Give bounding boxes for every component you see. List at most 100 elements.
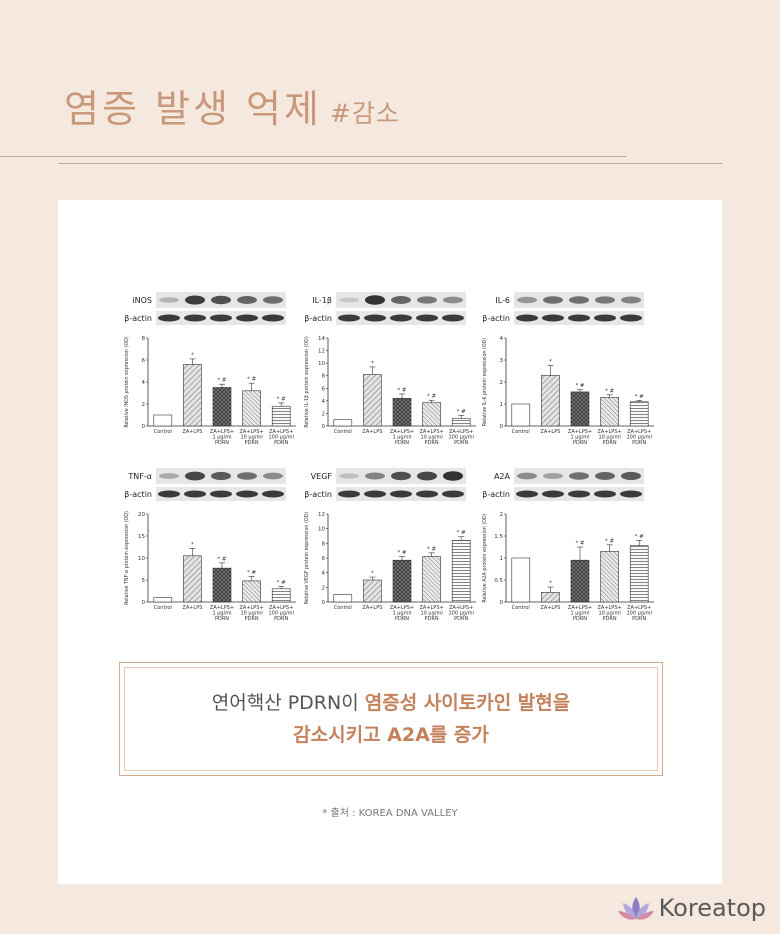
category-label-line: PDRN bbox=[215, 616, 229, 622]
chart-panel-3: IL-6 β-actin 0 1 2 3 4 Relative IL-6 protein ex… bbox=[482, 292, 654, 446]
loading-label: β-actin bbox=[482, 314, 510, 323]
loading-label: β-actin bbox=[304, 314, 332, 323]
bar-annotation: * # bbox=[457, 409, 466, 415]
y-tick-label: 2 bbox=[500, 512, 504, 518]
category-label-line: 10 μg/ml bbox=[598, 611, 620, 617]
category-label-line: PDRN bbox=[274, 440, 288, 446]
bar-annotation: * bbox=[549, 581, 552, 587]
content-card: iNOS β-actin 0 2 4 6 8 Relative iNOS protein ex… bbox=[58, 200, 722, 884]
category-label: ZA+LPS+ 10 μg/ml PDRN bbox=[419, 429, 443, 446]
category-label-line: ZA+LPS+ bbox=[568, 429, 592, 435]
bar-annotation: * # bbox=[575, 383, 584, 389]
blot-band bbox=[365, 295, 385, 305]
y-tick-label: 10 bbox=[318, 527, 325, 533]
y-axis-label: Relative IL-1β protein expression (OD) bbox=[304, 336, 310, 428]
blot-band bbox=[263, 296, 283, 304]
y-tick-label: 1.5 bbox=[494, 534, 503, 540]
blot-band bbox=[211, 295, 231, 305]
actin-band bbox=[542, 490, 564, 498]
category-label: ZA+LPS+ 1 μg/ml PDRN bbox=[210, 605, 234, 622]
category-label-line: ZA+LPS+ bbox=[627, 429, 651, 435]
y-tick-label: 2 bbox=[322, 411, 326, 417]
bar bbox=[422, 556, 441, 603]
blot-band bbox=[443, 296, 463, 304]
category-label: ZA+LPS+ 100 μg/ml PDRN bbox=[268, 429, 293, 446]
bar bbox=[271, 405, 291, 427]
category-label: ZA+LPS+ 1 μg/ml PDRN bbox=[568, 605, 592, 622]
category-label-line: ZA+LPS+ bbox=[210, 605, 234, 611]
blot-band bbox=[595, 296, 615, 304]
y-axis-label: Relative A2A protein expression (OD) bbox=[482, 513, 488, 602]
y-tick-label: 1 bbox=[500, 556, 504, 562]
category-label: ZA+LPS bbox=[182, 429, 202, 435]
bar bbox=[570, 391, 590, 427]
category-label-line: PDRN bbox=[632, 616, 646, 622]
y-axis-label: Relative VEGF protein expression (OD) bbox=[304, 512, 310, 604]
category-label-line: 1 μg/ml bbox=[212, 435, 231, 441]
bar bbox=[183, 555, 202, 603]
blot-band bbox=[237, 296, 257, 304]
blot-band bbox=[569, 296, 589, 304]
actin-band bbox=[210, 314, 232, 322]
category-label-line: PDRN bbox=[215, 440, 229, 446]
category-label: ZA+LPS+ 10 μg/ml PDRN bbox=[239, 605, 263, 622]
category-label-line: Control bbox=[512, 429, 530, 435]
category-label-line: 100 μg/ml bbox=[268, 435, 293, 441]
bar-annotation: * # bbox=[277, 580, 286, 586]
bar-annotation: * # bbox=[277, 396, 286, 402]
actin-band bbox=[620, 490, 642, 498]
y-tick-label: 2 bbox=[142, 402, 146, 408]
category-label: Control bbox=[334, 605, 352, 611]
bar bbox=[511, 403, 531, 427]
actin-band bbox=[620, 314, 642, 322]
category-label: Control bbox=[154, 605, 172, 611]
actin-band bbox=[594, 490, 616, 498]
bar-annotation: * bbox=[191, 542, 194, 548]
bar-annotation: * # bbox=[247, 377, 256, 383]
y-tick-label: 4 bbox=[322, 571, 326, 577]
category-label: Control bbox=[512, 605, 530, 611]
summary-line-1-highlight: 염증성 사이토카인 발현을 bbox=[364, 692, 571, 714]
blot-band bbox=[517, 296, 537, 304]
loading-label: β-actin bbox=[304, 490, 332, 499]
bar-annotation: * bbox=[371, 360, 374, 366]
bar-annotation: * # bbox=[397, 387, 406, 393]
bar bbox=[153, 597, 173, 603]
y-tick-label: 20 bbox=[138, 512, 145, 518]
blot-band bbox=[185, 471, 205, 481]
actin-band bbox=[364, 314, 386, 322]
divider-top bbox=[0, 156, 626, 157]
bar-annotation: * # bbox=[605, 538, 614, 544]
category-label-line: ZA+LPS bbox=[540, 605, 560, 611]
category-label-line: 10 μg/ml bbox=[420, 611, 442, 617]
brand-logo: Koreatop bbox=[617, 894, 766, 922]
category-label-line: PDRN bbox=[573, 440, 587, 446]
y-tick-label: 10 bbox=[318, 361, 325, 367]
blot-band bbox=[569, 472, 589, 480]
bar bbox=[392, 559, 412, 603]
bar bbox=[333, 594, 353, 603]
category-label: ZA+LPS+ 100 μg/ml PDRN bbox=[448, 605, 473, 622]
y-tick-label: 6 bbox=[142, 358, 146, 364]
bar bbox=[363, 579, 382, 603]
category-label-line: 100 μg/ml bbox=[268, 611, 293, 617]
category-label-line: ZA+LPS+ bbox=[239, 429, 263, 435]
actin-band bbox=[416, 314, 438, 322]
blot-band bbox=[443, 471, 463, 481]
bar bbox=[451, 540, 471, 603]
y-tick-label: 10 bbox=[138, 556, 145, 562]
blot-band bbox=[159, 297, 179, 303]
category-label-line: ZA+LPS+ bbox=[449, 429, 473, 435]
y-tick-label: 0 bbox=[500, 600, 504, 606]
bar-annotation: * # bbox=[397, 550, 406, 556]
y-tick-label: 6 bbox=[322, 556, 326, 562]
category-label: ZA+LPS+ 10 μg/ml PDRN bbox=[419, 605, 443, 622]
category-label-line: PDRN bbox=[274, 616, 288, 622]
category-label-line: 100 μg/ml bbox=[626, 435, 651, 441]
category-label-line: ZA+LPS bbox=[182, 605, 202, 611]
bar-annotation: * # bbox=[427, 546, 436, 552]
blot-band bbox=[543, 472, 563, 480]
category-label-line: PDRN bbox=[425, 440, 439, 446]
y-tick-label: 0.5 bbox=[494, 578, 503, 584]
actin-band bbox=[210, 490, 232, 498]
